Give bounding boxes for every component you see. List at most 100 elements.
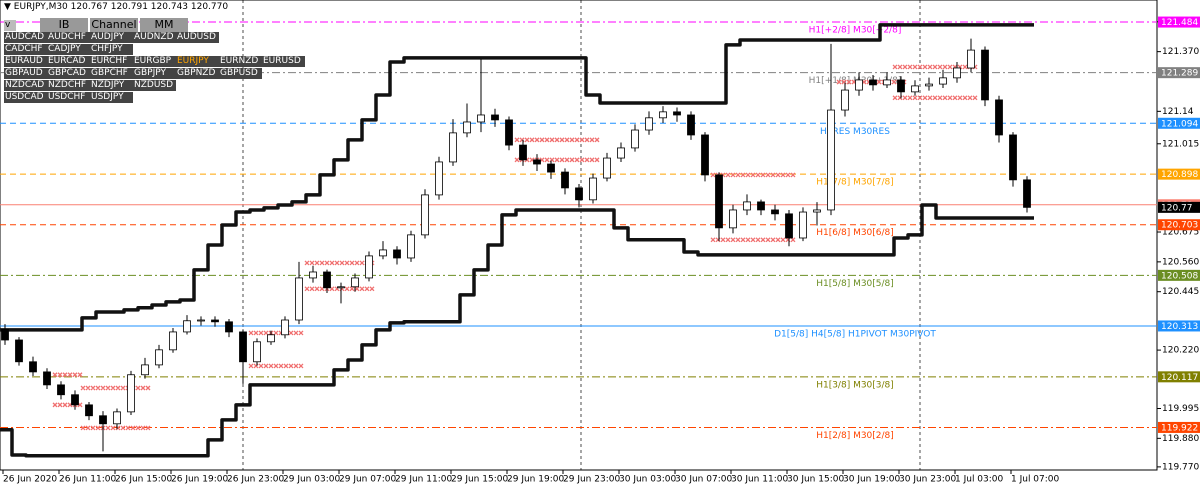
price-box xyxy=(1158,219,1200,231)
level-label: H1[2/8] M30[2/8] xyxy=(816,431,894,441)
candle-body xyxy=(687,114,695,136)
candle-body xyxy=(435,161,443,196)
symbol-button[interactable]: GBPNZD xyxy=(176,68,219,79)
level-label: H1[6/8] M30[6/8] xyxy=(816,228,894,238)
x-tick-label: 1 Jul 03:00 xyxy=(955,475,1004,485)
symbol-button[interactable]: NZDCAD xyxy=(4,80,47,91)
symbol-button[interactable]: GBPJPY xyxy=(133,68,176,79)
candle-body xyxy=(939,77,947,85)
candle-body xyxy=(575,187,583,201)
x-tick-label: 1 Jul 07:00 xyxy=(1011,475,1060,485)
price-box-label: 121.289 xyxy=(1161,69,1198,79)
candle-body xyxy=(799,211,807,239)
level-label: H1RES M30RES xyxy=(820,127,890,137)
tab-button[interactable]: MM xyxy=(140,18,188,32)
symbol-button[interactable]: AUDJPY xyxy=(90,32,133,43)
symbol-button[interactable]: NZDCHF xyxy=(47,80,90,91)
symbol-button[interactable]: GBPAUD xyxy=(4,68,47,79)
symbol-button[interactable]: USDCHF xyxy=(47,92,90,103)
symbol-button[interactable]: EURAUD xyxy=(4,56,47,67)
symbol-button[interactable]: NZDUSD xyxy=(133,80,176,91)
symbol-button[interactable]: AUDCHF xyxy=(47,32,90,43)
x-tick-label: 30 Jun 15:00 xyxy=(787,475,844,485)
level-label: H1[5/8] M30[5/8] xyxy=(816,279,894,289)
channel-line xyxy=(0,23,1034,332)
symbol-button[interactable]: USDCAD xyxy=(4,92,47,103)
candle-body xyxy=(71,394,79,406)
symbol-button[interactable]: AUDNZD xyxy=(133,32,176,43)
candle-body xyxy=(673,111,681,116)
candle-body xyxy=(43,371,51,386)
x-tick-label: 30 Jun 07:00 xyxy=(675,475,732,485)
x-tick-label: 26 Jun 23:00 xyxy=(227,475,284,485)
candle-body xyxy=(953,67,961,79)
symbol-button[interactable]: CADCHF xyxy=(4,44,47,55)
tab-button[interactable]: IB xyxy=(40,18,88,32)
symbol-button[interactable]: AUDUSD xyxy=(176,32,219,43)
symbol-button[interactable]: GBPUSD xyxy=(219,68,262,79)
candle-body xyxy=(491,114,499,121)
price-box xyxy=(1158,117,1200,129)
y-tick-label: 121.370 xyxy=(1162,47,1199,57)
tab-button[interactable]: Channel xyxy=(90,18,138,32)
candle-body xyxy=(659,111,667,119)
x-tick-label: 30 Jun 19:00 xyxy=(843,475,900,485)
symbol-button[interactable]: NZDJPY xyxy=(90,80,133,91)
symbol-button[interactable]: EURUSD xyxy=(262,56,305,67)
candle-body xyxy=(407,234,415,259)
candle-body xyxy=(169,331,177,351)
symbol-button[interactable]: GBPCHF xyxy=(90,68,133,79)
symbol-button[interactable]: USDJPY xyxy=(90,92,133,103)
candle-body xyxy=(1009,134,1017,181)
candle-body xyxy=(225,321,233,333)
candle-body xyxy=(15,339,23,363)
candle-body xyxy=(113,411,121,425)
symbol-button[interactable]: EURCHF xyxy=(90,56,133,67)
candle-body xyxy=(897,79,905,93)
candle-body xyxy=(379,249,387,257)
symbol-button[interactable]: EURGBP xyxy=(133,56,176,67)
candle-body xyxy=(827,109,835,211)
candle-body xyxy=(911,85,919,93)
x-tick-label: 29 Jun 15:00 xyxy=(451,475,508,485)
x-tick-label: 30 Jun 23:00 xyxy=(899,475,956,485)
symbol-button[interactable]: EURCAD xyxy=(47,56,90,67)
candle-body xyxy=(1,328,9,341)
candle-body xyxy=(533,159,541,165)
candle-body xyxy=(141,364,149,376)
y-tick-label: 119.995 xyxy=(1162,404,1199,414)
symbol-button[interactable]: CADJPY xyxy=(47,44,90,55)
y-tick-label: 120.445 xyxy=(1162,287,1199,297)
symbol-button[interactable]: CHFJPY xyxy=(90,44,133,55)
candle-body xyxy=(463,121,471,134)
toggle-button[interactable]: v xyxy=(4,20,16,31)
candle-body xyxy=(449,132,457,163)
candle-body xyxy=(351,277,359,288)
candle-body xyxy=(337,286,345,289)
candle-body xyxy=(309,271,317,279)
candle-body xyxy=(519,144,527,161)
price-box xyxy=(1158,16,1200,28)
candle-body xyxy=(477,114,485,123)
candle-body xyxy=(701,134,709,176)
x-tick-label: 30 Jun 03:00 xyxy=(619,475,676,485)
symbol-button[interactable]: AUDCAD xyxy=(4,32,47,43)
candle-body xyxy=(981,49,989,101)
candle-body xyxy=(197,319,205,322)
candle-body xyxy=(281,319,289,336)
symbol-button[interactable]: EURJPY xyxy=(176,56,219,67)
y-tick-label: 121.14 xyxy=(1162,107,1194,117)
price-box-label: 121.094 xyxy=(1161,119,1198,129)
symbol-button[interactable]: GBPCAD xyxy=(47,68,90,79)
x-tick-label: 29 Jun 07:00 xyxy=(339,475,396,485)
candle-body xyxy=(323,271,331,289)
candle-body xyxy=(365,255,373,279)
candle-body xyxy=(743,201,751,211)
price-box xyxy=(1158,421,1200,433)
y-tick-label: 120.675 xyxy=(1162,228,1199,238)
symbol-button[interactable]: EURNZD xyxy=(219,56,262,67)
candle-body xyxy=(127,374,135,413)
header-title: EURJPY,M30 120.767 120.791 120.743 120.7… xyxy=(13,2,229,12)
cross-mark xyxy=(710,237,796,243)
